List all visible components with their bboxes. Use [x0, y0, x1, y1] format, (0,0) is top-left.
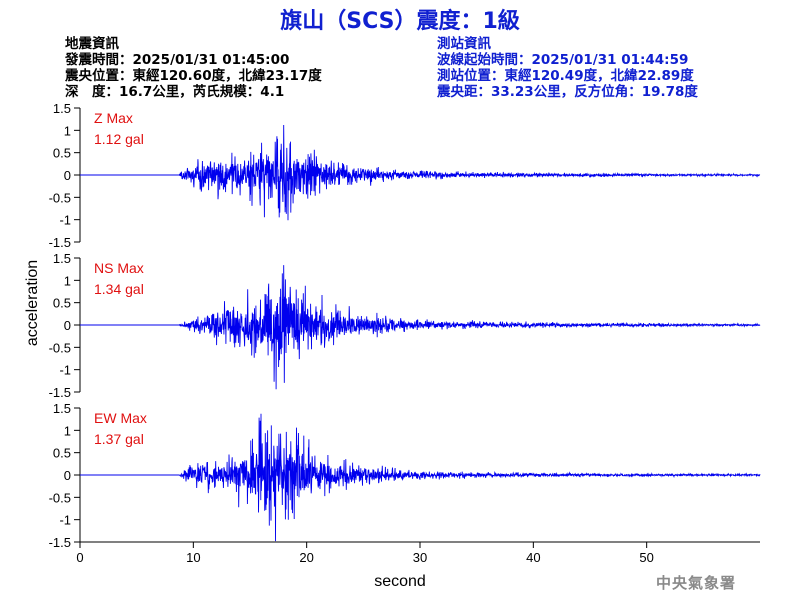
component-label-z: Z Max — [94, 110, 133, 126]
trace-ew — [80, 413, 761, 542]
component-label-ew: EW Max — [94, 410, 147, 426]
peak-value-ew: 1.37 gal — [94, 431, 144, 447]
event-origin-time: 發震時間：2025/01/31 01:45:00 — [65, 52, 290, 68]
y-tick-label: -1.5 — [49, 235, 71, 250]
y-tick-label: 0 — [64, 468, 71, 483]
y-tick-label: 0.5 — [53, 296, 71, 311]
agency-credit: 中央氣象署 — [656, 574, 737, 592]
y-tick-label: 0 — [64, 318, 71, 333]
y-tick-label: 1 — [64, 423, 71, 438]
trace-ns — [80, 265, 761, 390]
peak-value-ns: 1.34 gal — [94, 281, 144, 297]
station-location: 測站位置：東經120.49度，北緯22.89度 — [437, 68, 694, 84]
y-tick-label: 0.5 — [53, 146, 71, 161]
epicentral-distance: 震央距：33.23公里，反方位角：19.78度 — [437, 84, 698, 100]
y-tick-label: 1.5 — [53, 101, 71, 116]
y-tick-label: -0.5 — [49, 490, 71, 505]
x-tick-label: 10 — [186, 550, 200, 565]
y-tick-label: 0.5 — [53, 446, 71, 461]
station-info-heading: 測站資訊 — [437, 36, 491, 52]
x-tick-label: 50 — [639, 550, 653, 565]
y-tick-label: -1 — [59, 363, 71, 378]
event-info-heading: 地震資訊 — [65, 36, 119, 52]
y-tick-label: 1 — [64, 123, 71, 138]
epicenter-location: 震央位置：東經120.60度，北緯23.17度 — [65, 68, 322, 84]
station-info-panel: 測站資訊 波線起始時間：2025/01/31 01:44:59 測站位置：東經1… — [437, 36, 698, 100]
y-axis-title: acceleration — [24, 260, 41, 346]
y-tick-label: -1 — [59, 513, 71, 528]
page-title: 旗山（SCS）震度：1級 — [280, 9, 520, 34]
x-axis-title: second — [374, 573, 426, 590]
y-tick-label: -1 — [59, 213, 71, 228]
depth-magnitude: 深 度：16.7公里，芮氏規模：4.1 — [65, 84, 285, 100]
component-label-ns: NS Max — [94, 260, 144, 276]
event-info-panel: 地震資訊 發震時間：2025/01/31 01:45:00 震央位置：東經120… — [65, 36, 322, 100]
y-tick-label: -0.5 — [49, 190, 71, 205]
y-tick-label: 1.5 — [53, 251, 71, 266]
x-tick-label: 30 — [413, 550, 427, 565]
x-tick-label: 40 — [526, 550, 540, 565]
wave-start-time: 波線起始時間：2025/01/31 01:44:59 — [437, 52, 689, 68]
y-tick-label: 1 — [64, 273, 71, 288]
y-tick-label: 0 — [64, 168, 71, 183]
trace-z — [80, 124, 761, 221]
peak-value-z: 1.12 gal — [94, 131, 144, 147]
y-tick-label: -0.5 — [49, 340, 71, 355]
y-tick-label: -1.5 — [49, 535, 71, 550]
x-tick-label: 20 — [299, 550, 313, 565]
y-tick-label: -1.5 — [49, 385, 71, 400]
x-tick-label: 0 — [76, 550, 83, 565]
y-tick-label: 1.5 — [53, 401, 71, 416]
